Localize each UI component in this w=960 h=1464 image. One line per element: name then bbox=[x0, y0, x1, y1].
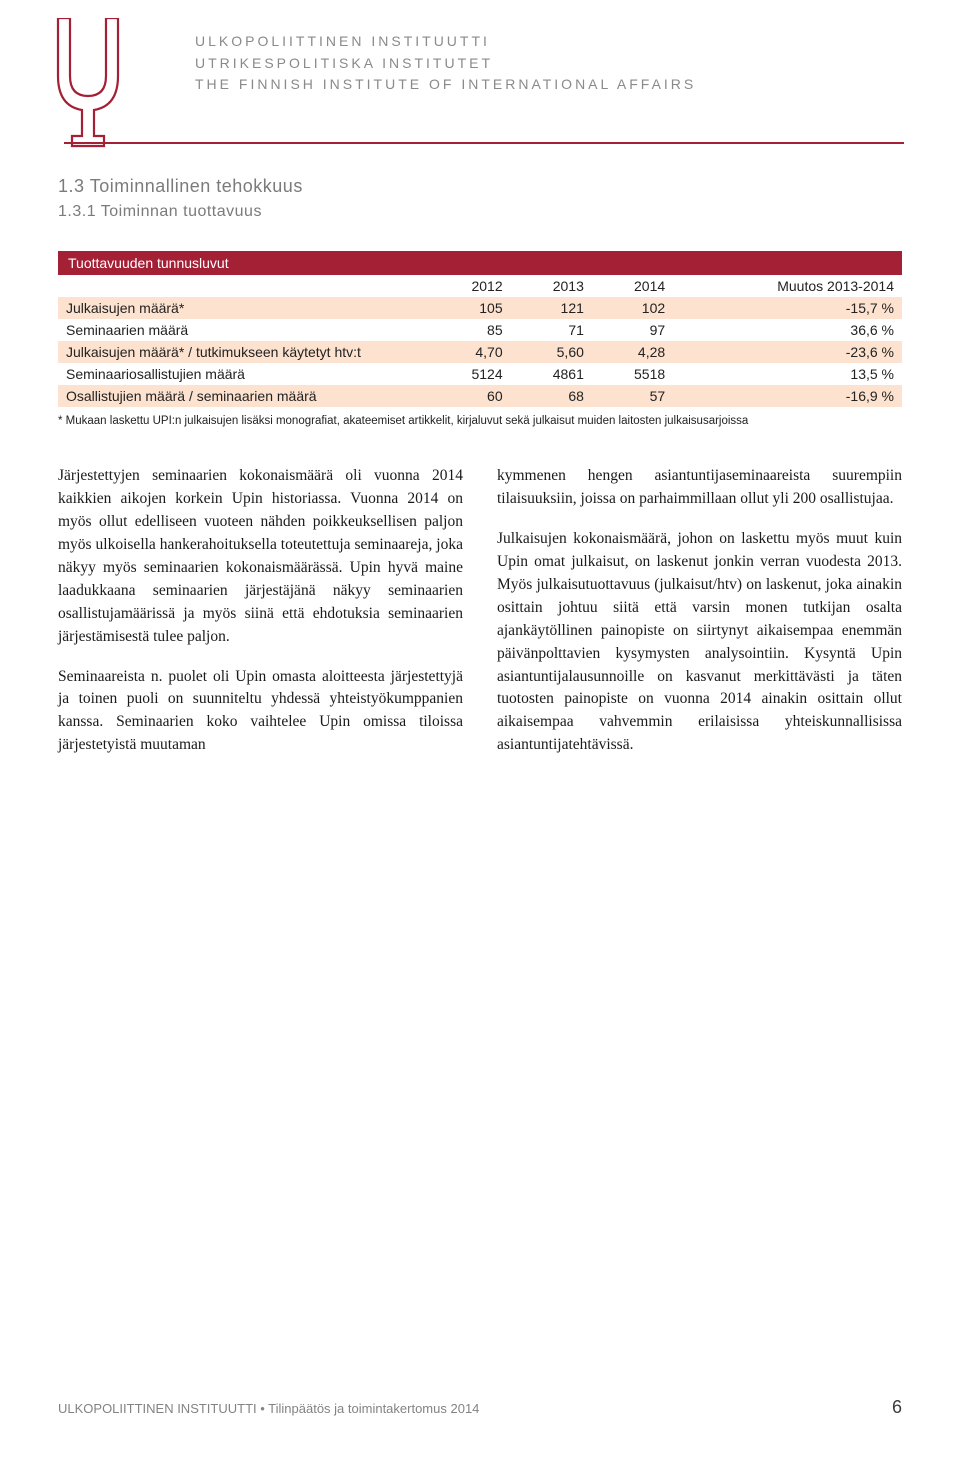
cell: 57 bbox=[592, 385, 673, 407]
cell: -16,9 % bbox=[673, 385, 902, 407]
cell: 121 bbox=[511, 297, 592, 319]
table-col-1: 2012 bbox=[429, 275, 510, 297]
subsection-heading: 1.3.1 Toiminnan tuottavuus bbox=[58, 203, 902, 221]
cell: 102 bbox=[592, 297, 673, 319]
cell: 68 bbox=[511, 385, 592, 407]
logo bbox=[52, 18, 130, 155]
page-header: ULKOPOLIITTINEN INSTITUUTTI UTRIKESPOLIT… bbox=[0, 0, 960, 160]
cell: 97 bbox=[592, 319, 673, 341]
cell: Seminaarien määrä bbox=[58, 319, 429, 341]
table-col-2: 2013 bbox=[511, 275, 592, 297]
table-footnote: * Mukaan laskettu UPI:n julkaisujen lisä… bbox=[58, 415, 902, 427]
cell: Julkaisujen määrä* / tutkimukseen käytet… bbox=[58, 341, 429, 363]
brand-text: ULKOPOLIITTINEN INSTITUUTTI UTRIKESPOLIT… bbox=[195, 31, 696, 96]
table-title: Tuottavuuden tunnusluvut bbox=[58, 251, 902, 275]
paragraph: Julkaisujen kokonaismäärä, johon on lask… bbox=[497, 528, 902, 757]
left-column: Järjestettyjen seminaarien kokonaismäärä… bbox=[58, 465, 463, 774]
cell: Osallistujien määrä / seminaarien määrä bbox=[58, 385, 429, 407]
kpi-table: Tuottavuuden tunnusluvut 2012 2013 2014 … bbox=[58, 251, 902, 407]
cell: -15,7 % bbox=[673, 297, 902, 319]
table-row: Julkaisujen määrä* / tutkimukseen käytet… bbox=[58, 341, 902, 363]
footer-text: ULKOPOLIITTINEN INSTITUUTTI • Tilinpäätö… bbox=[58, 1401, 479, 1416]
table-row: Julkaisujen määrä* 105 121 102 -15,7 % bbox=[58, 297, 902, 319]
cell: -23,6 % bbox=[673, 341, 902, 363]
body-columns: Järjestettyjen seminaarien kokonaismäärä… bbox=[58, 465, 902, 774]
table-col-3: 2014 bbox=[592, 275, 673, 297]
cell: Julkaisujen määrä* bbox=[58, 297, 429, 319]
cell: 13,5 % bbox=[673, 363, 902, 385]
cell: 4861 bbox=[511, 363, 592, 385]
brand-line-2: UTRIKESPOLITISKA INSTITUTET bbox=[195, 53, 696, 75]
section-heading: 1.3 Toiminnallinen tehokkuus bbox=[58, 176, 902, 197]
brand-line-1: ULKOPOLIITTINEN INSTITUUTTI bbox=[195, 31, 696, 53]
table-col-0 bbox=[58, 275, 429, 297]
cell: 85 bbox=[429, 319, 510, 341]
table-header-row: 2012 2013 2014 Muutos 2013-2014 bbox=[58, 275, 902, 297]
paragraph: kymmenen hengen asiantuntijaseminaareist… bbox=[497, 465, 902, 511]
cell: 5124 bbox=[429, 363, 510, 385]
table-col-4: Muutos 2013-2014 bbox=[673, 275, 902, 297]
right-column: kymmenen hengen asiantuntijaseminaareist… bbox=[497, 465, 902, 774]
cell: 60 bbox=[429, 385, 510, 407]
cell: 4,28 bbox=[592, 341, 673, 363]
cell: 36,6 % bbox=[673, 319, 902, 341]
tuning-fork-icon bbox=[52, 18, 130, 150]
cell: 5,60 bbox=[511, 341, 592, 363]
cell: 5518 bbox=[592, 363, 673, 385]
page-footer: ULKOPOLIITTINEN INSTITUUTTI • Tilinpäätö… bbox=[58, 1397, 902, 1418]
table-row: Osallistujien määrä / seminaarien määrä … bbox=[58, 385, 902, 407]
table-row: Seminaariosallistujien määrä 5124 4861 5… bbox=[58, 363, 902, 385]
page-number: 6 bbox=[892, 1397, 902, 1418]
cell: Seminaariosallistujien määrä bbox=[58, 363, 429, 385]
paragraph: Seminaareista n. puolet oli Upin omasta … bbox=[58, 666, 463, 758]
cell: 4,70 bbox=[429, 341, 510, 363]
page-content: 1.3 Toiminnallinen tehokkuus 1.3.1 Toimi… bbox=[0, 160, 960, 774]
table-row: Seminaarien määrä 85 71 97 36,6 % bbox=[58, 319, 902, 341]
cell: 71 bbox=[511, 319, 592, 341]
paragraph: Järjestettyjen seminaarien kokonaismäärä… bbox=[58, 465, 463, 649]
cell: 105 bbox=[429, 297, 510, 319]
header-rule bbox=[64, 142, 904, 144]
brand-line-3: THE FINNISH INSTITUTE OF INTERNATIONAL A… bbox=[195, 74, 696, 96]
